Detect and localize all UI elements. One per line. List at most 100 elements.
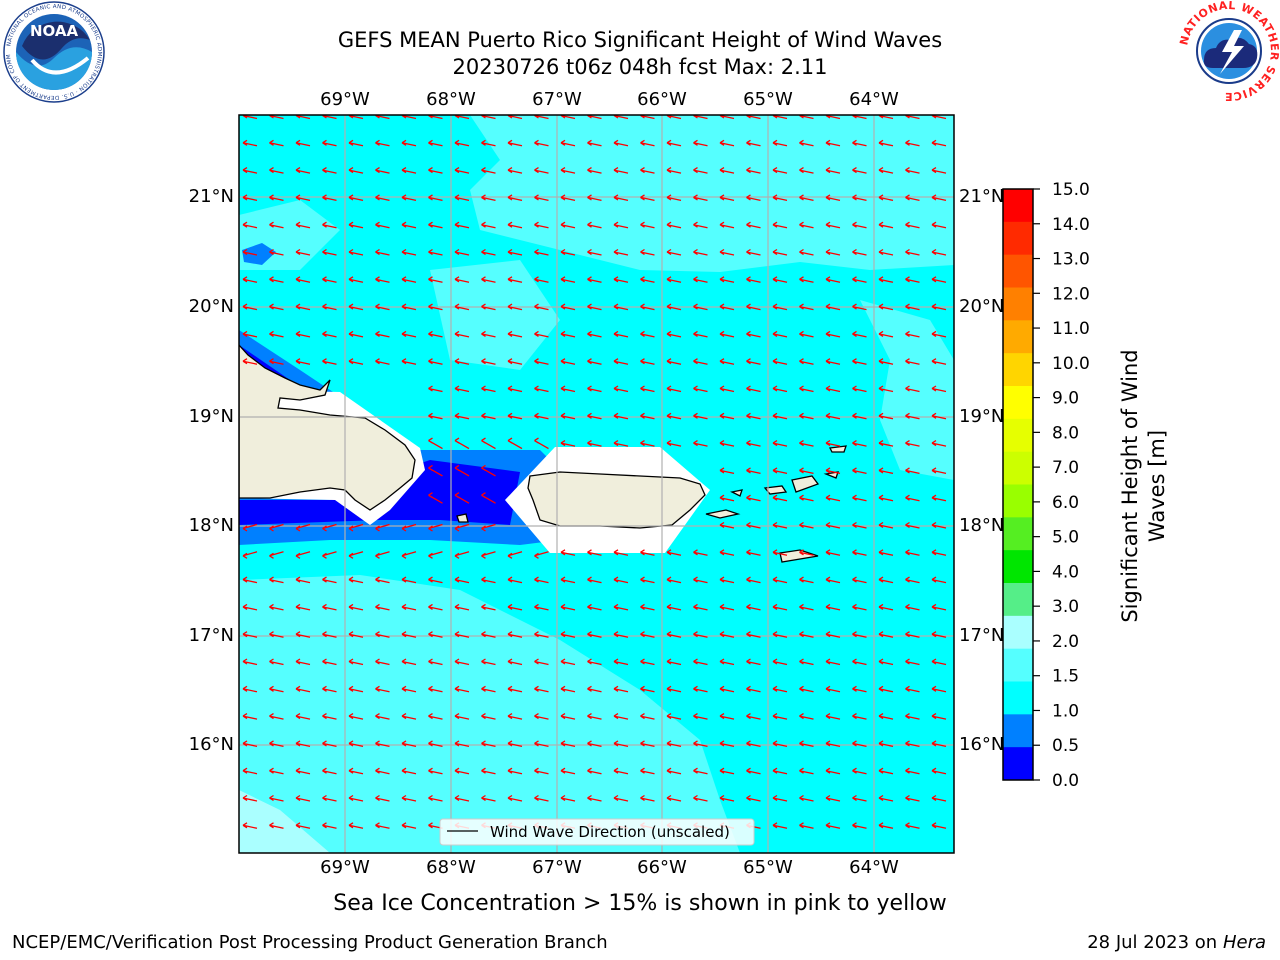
- wave-arrow: [666, 167, 682, 174]
- wave-arrow: [481, 358, 496, 365]
- wave-arrow: [269, 603, 284, 611]
- wave-arrow: [613, 549, 629, 556]
- wave-arrow: [348, 740, 364, 748]
- map-frame: [238, 114, 955, 854]
- wave-arrow: [375, 767, 390, 775]
- wave-arrow: [428, 603, 443, 611]
- wave-arrow: [693, 713, 708, 720]
- footer-date: 28 Jul 2023 on Hera: [1087, 932, 1266, 953]
- wave-arrow: [507, 385, 523, 393]
- wave-arrow: [772, 631, 788, 638]
- wave-arrow: [534, 248, 549, 256]
- wave-arrow: [454, 685, 470, 693]
- lon-label-top: 64°W: [849, 89, 899, 110]
- lat-label-right: 18°N: [959, 515, 1005, 536]
- wave-arrow: [746, 167, 761, 174]
- wave-arrow: [693, 194, 708, 202]
- wave-arrow: [507, 576, 523, 584]
- wave-arrow: [481, 248, 496, 256]
- wave-arrow: [269, 713, 284, 720]
- wave-arrow: [428, 437, 443, 450]
- wave-arrow: [878, 194, 894, 202]
- wave-arrow: [454, 713, 470, 720]
- wave-arrow: [825, 794, 841, 802]
- wave-arrow: [746, 603, 761, 611]
- wave-arrow: [322, 576, 337, 584]
- wave-arrow: [852, 139, 867, 147]
- wave-arrow: [242, 631, 258, 638]
- map-title-line1: GEFS MEAN Puerto Rico Significant Height…: [337, 28, 943, 52]
- wave-arrow: [693, 358, 708, 365]
- wave-arrow: [428, 221, 443, 229]
- wave-arrow: [719, 440, 735, 447]
- wave-arrow: [587, 358, 602, 365]
- wave-arrow: [825, 549, 841, 556]
- wave-arrow: [401, 685, 417, 693]
- wave-arrow: [322, 685, 337, 693]
- wave-arrow: [719, 412, 735, 420]
- wave-arrow: [852, 549, 867, 556]
- wave-arrow: [295, 767, 311, 775]
- colorbar-swatch: [1003, 386, 1033, 420]
- wave-arrow: [931, 139, 947, 147]
- colorbar-tick-label: 14.0: [1052, 215, 1090, 235]
- colorbar-tick-label: 6.0: [1052, 493, 1079, 513]
- wave-arrow: [401, 631, 417, 638]
- wave-arrow: [613, 740, 629, 748]
- lon-label-bottom: 69°W: [320, 857, 370, 878]
- wave-arrow: [772, 358, 788, 365]
- wave-arrow: [587, 167, 602, 174]
- wave-zone-light-south: [239, 575, 740, 853]
- wave-arrow: [799, 713, 814, 720]
- wave-arrow: [746, 385, 761, 393]
- wave-arrow: [640, 767, 655, 775]
- wave-arrow: [454, 492, 470, 504]
- wave-arrow: [799, 385, 814, 393]
- lon-label-bottom: 68°W: [426, 857, 476, 878]
- wave-arrow: [295, 330, 311, 338]
- wave-arrow: [772, 385, 788, 393]
- wave-arrow: [481, 464, 496, 477]
- wave-arrow: [693, 603, 708, 611]
- wave-arrow: [905, 276, 920, 283]
- wave-arrow: [825, 767, 841, 775]
- wave-arrow: [481, 167, 496, 174]
- wave-arrow: [640, 330, 655, 338]
- wave-arrow: [587, 576, 602, 584]
- wave-arrow: [348, 713, 364, 720]
- wave-arrow: [322, 358, 337, 365]
- wave-arrow: [905, 467, 920, 475]
- wave-arrow: [401, 822, 417, 829]
- colorbar-swatch: [1003, 287, 1033, 321]
- wave-arrow: [295, 194, 311, 202]
- wave-arrow: [746, 221, 761, 229]
- wave-arrow: [348, 603, 364, 611]
- wave-arrow: [825, 139, 841, 147]
- wave-arrow: [269, 276, 284, 283]
- wave-arrow: [878, 713, 894, 720]
- wave-arrow: [666, 440, 682, 447]
- wave-arrow: [560, 631, 576, 638]
- wave-arrow: [454, 603, 470, 611]
- wave-arrow: [693, 221, 708, 229]
- wave-arrow: [375, 576, 390, 584]
- wave-arrow: [428, 492, 443, 504]
- wave-arrow: [799, 248, 814, 256]
- wave-arrow: [719, 713, 735, 720]
- wave-arrow: [878, 576, 894, 584]
- wave-arrow: [401, 221, 417, 229]
- wave-arrow: [878, 358, 894, 365]
- wave-arrow: [931, 412, 947, 420]
- wave-arrow: [905, 658, 920, 666]
- wave-arrow: [746, 494, 761, 502]
- wave-arrow: [746, 303, 761, 311]
- wave-arrow: [878, 139, 894, 147]
- wave-arrow: [693, 658, 708, 666]
- wave-arrow: [666, 139, 682, 147]
- colorbar-swatch: [1003, 714, 1033, 748]
- wave-arrow: [322, 631, 337, 638]
- wave-arrow: [613, 248, 629, 256]
- wave-arrow: [666, 248, 682, 256]
- wave-arrow: [454, 437, 470, 450]
- wave-arrow: [693, 794, 708, 802]
